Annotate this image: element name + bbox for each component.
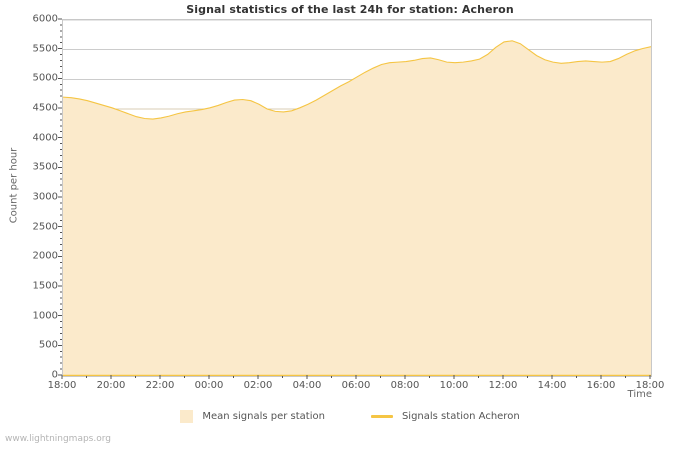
x-tick-label: 04:00 [293,380,322,391]
legend-item-mean-signals[interactable]: Mean signals per station [180,410,325,423]
plot-area [62,19,652,377]
y-tick-label: 5500 [0,43,58,54]
y-tick-label: 2000 [0,251,58,262]
legend-label-mean-signals: Mean signals per station [202,411,325,422]
y-tick-label: 0 [0,370,58,381]
x-tick-label: 08:00 [391,380,420,391]
line-swatch-icon [371,415,393,418]
x-tick-label: 00:00 [195,380,224,391]
y-tick-label: 3000 [0,192,58,203]
x-tick-label: 12:00 [489,380,518,391]
y-tick-label: 5000 [0,73,58,84]
y-axis: Count per hour 0500100015002000250030003… [0,0,58,450]
legend-item-acheron[interactable]: Signals station Acheron [371,411,520,422]
x-tick-label: 02:00 [244,380,273,391]
x-axis-label: Time [560,389,652,400]
y-tick-label: 3500 [0,162,58,173]
x-tick-label: 20:00 [97,380,126,391]
chart-legend: Mean signals per station Signals station… [0,410,700,423]
watermark: www.lightningmaps.org [5,434,111,444]
area-swatch-icon [180,410,193,423]
y-tick-label: 1500 [0,281,58,292]
chart-title: Signal statistics of the last 24h for st… [0,3,700,16]
x-tick-label: 06:00 [342,380,371,391]
y-tick-label: 500 [0,340,58,351]
area-series-mean-signals [63,41,651,376]
y-tick-label: 2500 [0,221,58,232]
legend-label-acheron: Signals station Acheron [402,411,520,422]
chart-container: Signal statistics of the last 24h for st… [0,0,700,450]
x-tick-label: 10:00 [440,380,469,391]
x-tick-label: 22:00 [146,380,175,391]
plot-svg [63,20,651,376]
y-tick-label: 6000 [0,14,58,25]
y-tick-label: 4500 [0,103,58,114]
y-tick-label: 4000 [0,132,58,143]
y-tick-label: 1000 [0,310,58,321]
